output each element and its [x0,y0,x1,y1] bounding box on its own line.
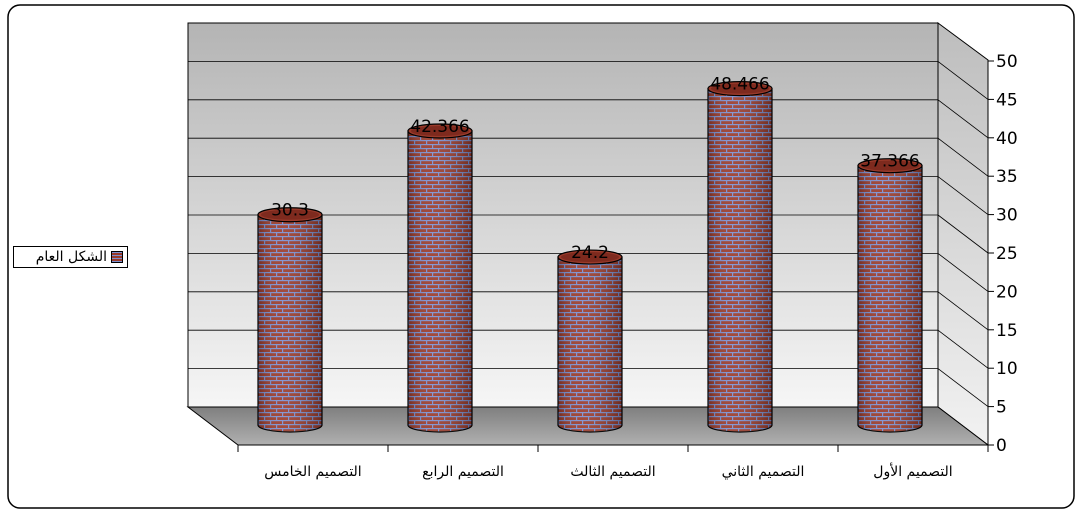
gridline-side [937,214,989,254]
x-tick-label: التصميم الثالث [570,464,655,480]
gridline-side [937,61,989,100]
bar [707,81,773,433]
y-tick-label: 40 [996,129,1018,149]
bar [857,158,923,433]
bar [557,249,623,433]
bar-shading [858,165,922,432]
bar-top-inner [261,209,319,220]
legend: الشكل العام [13,246,128,268]
data-labels: 30.3 42.366 24.2 48.466 37.366 [271,75,920,263]
gridline-side [937,176,989,215]
gridline-side [937,329,989,369]
gridline-side [937,291,989,331]
y-tick-label: 5 [996,398,1007,418]
y-tick-label: 0 [996,436,1007,456]
gridline-side [937,99,989,139]
gridline-side [937,137,989,177]
legend-swatch [111,251,123,263]
y-tick-label: 35 [996,167,1018,187]
y-tick-label: 25 [996,244,1018,264]
gridline-side [937,253,989,292]
bar [257,207,323,433]
bar [407,123,473,433]
bar-shading [408,130,472,432]
bars [257,81,923,433]
y-tick-label: 50 [996,52,1018,72]
x-axis-labels: التصميم الخامس التصميم الرابع التصميم الثا… [237,445,989,480]
gridline-side [937,368,989,407]
data-label: 37.366 [860,152,919,172]
bar-shading [558,257,622,432]
x-tick-label: التصميم الثاني [722,464,805,480]
bar-shading [708,88,772,432]
bar-top-inner [561,252,619,263]
data-label: 42.366 [410,117,469,137]
bar-shading [258,214,322,432]
bar-top-inner [861,160,919,171]
y-tick-label: 30 [996,206,1018,226]
y-axis-ticks: 0 5 10 15 20 25 30 35 40 45 50 [987,52,1018,456]
bar-top-inner [411,125,469,136]
y-tick-label: 15 [996,321,1018,341]
x-tick-label: التصميم الخامس [264,464,361,480]
x-tick-label: التصميم الأول [873,462,952,480]
legend-label: الشكل العام [35,249,107,265]
data-label: 48.466 [710,75,769,95]
x-tick-label: التصميم الرابع [422,464,504,480]
y-tick-label: 45 [996,90,1018,110]
bar-top-inner [711,83,769,94]
y-tick-label: 20 [996,282,1018,302]
data-label: 24.2 [571,243,609,263]
y-tick-label: 10 [996,359,1018,379]
data-label: 30.3 [271,201,309,221]
